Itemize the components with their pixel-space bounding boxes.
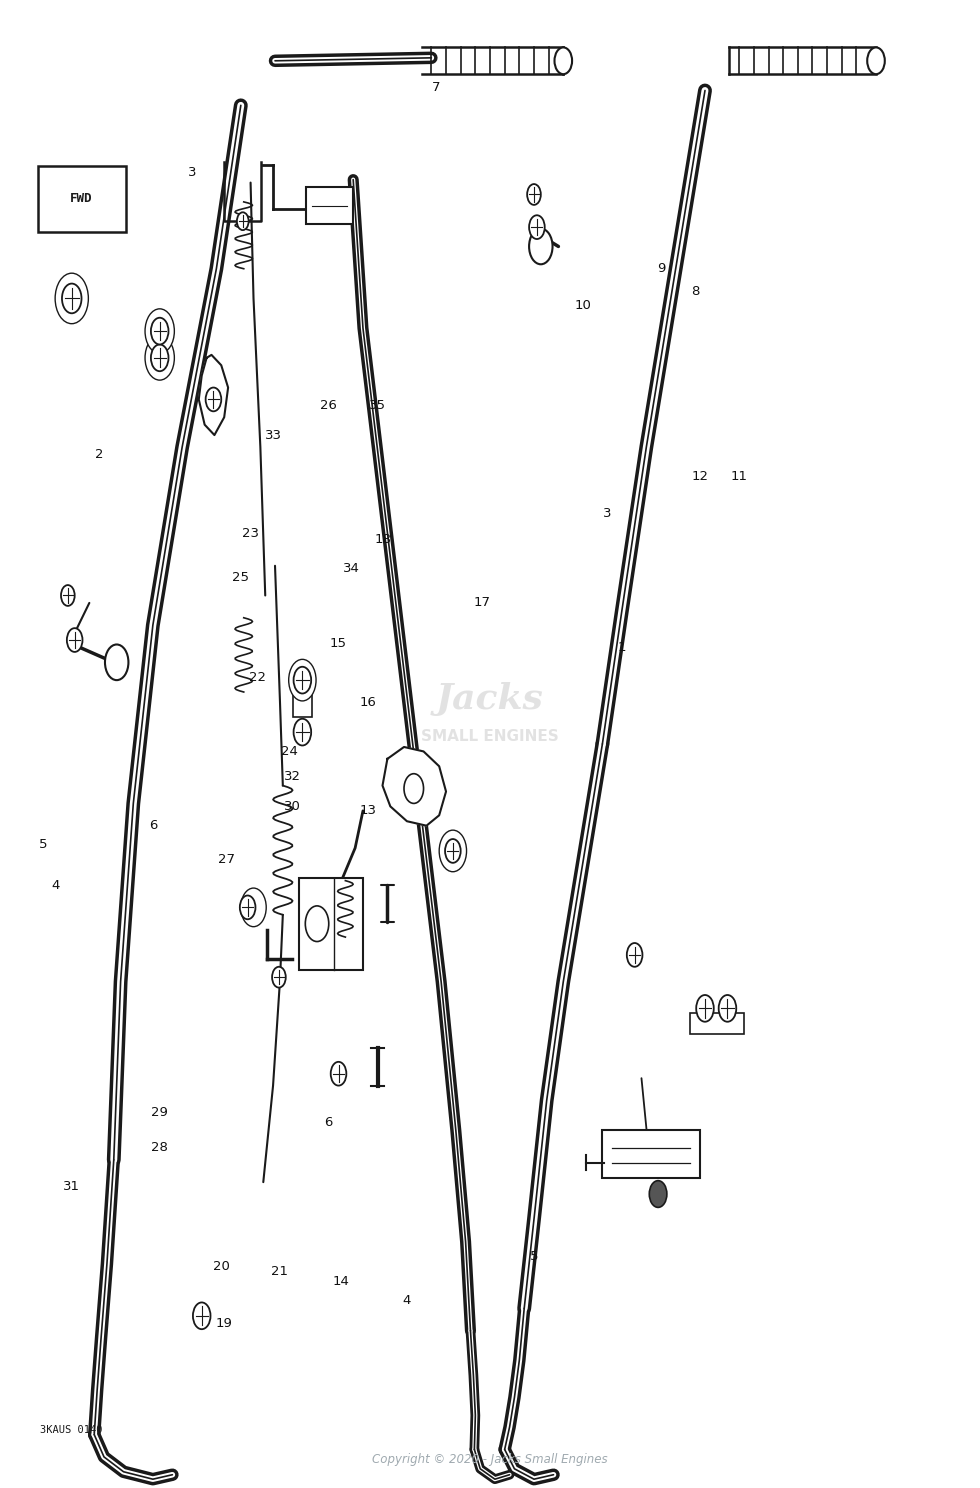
Circle shape [237,213,249,231]
Bar [603,1131,700,1177]
Circle shape [294,667,312,693]
Text: 1: 1 [617,641,626,653]
Text: 11: 11 [731,470,748,484]
Circle shape [330,1062,346,1086]
Bar [293,676,313,717]
Text: 4: 4 [403,1295,412,1308]
Text: Copyright © 2020 - Jacks Small Engines: Copyright © 2020 - Jacks Small Engines [372,1454,608,1466]
Text: 14: 14 [333,1275,350,1289]
Text: 7: 7 [432,80,440,94]
Circle shape [306,906,328,942]
Circle shape [105,644,128,680]
Circle shape [529,216,545,240]
Circle shape [404,774,423,804]
Circle shape [62,284,81,314]
Text: 18: 18 [374,533,391,546]
Text: 2: 2 [95,448,103,461]
Bar [307,187,353,225]
Text: 35: 35 [369,399,386,412]
Text: 3: 3 [188,165,196,179]
Text: 16: 16 [360,696,376,708]
Text: 31: 31 [64,1180,80,1193]
Circle shape [241,888,267,927]
Circle shape [145,310,174,353]
Text: 26: 26 [320,399,337,412]
Text: FWD: FWD [71,192,93,205]
Text: 4: 4 [51,878,60,891]
Circle shape [55,274,88,324]
Text: Jacks: Jacks [436,683,544,716]
Text: 19: 19 [216,1317,232,1330]
Text: 27: 27 [218,853,234,866]
Text: 30: 30 [284,801,301,812]
Text: 28: 28 [151,1141,169,1155]
Circle shape [718,995,736,1022]
Circle shape [445,839,461,863]
Text: 15: 15 [330,637,347,649]
Text: 13: 13 [360,805,376,817]
Text: 25: 25 [232,571,249,585]
Text: 34: 34 [343,562,360,576]
Text: 21: 21 [271,1265,288,1278]
Ellipse shape [867,48,885,74]
Text: 20: 20 [213,1260,229,1274]
Circle shape [61,585,74,606]
Circle shape [151,318,169,345]
Text: 9: 9 [657,262,665,275]
Circle shape [272,967,286,988]
Text: 3: 3 [603,507,612,521]
Circle shape [439,830,466,872]
Ellipse shape [555,48,572,74]
Text: 8: 8 [691,284,700,298]
Circle shape [145,336,174,379]
Circle shape [151,345,169,371]
Circle shape [627,943,643,967]
Text: 29: 29 [151,1106,169,1119]
Circle shape [294,719,312,745]
Circle shape [527,185,541,205]
Circle shape [67,628,82,652]
Text: 5: 5 [39,839,48,851]
Circle shape [650,1180,666,1207]
Circle shape [696,995,713,1022]
Circle shape [193,1302,211,1329]
Circle shape [529,229,553,265]
Text: 33: 33 [265,429,281,442]
Text: 24: 24 [281,745,298,757]
Bar [690,1013,744,1034]
FancyBboxPatch shape [37,167,126,232]
Text: 23: 23 [242,527,259,540]
Text: 5: 5 [530,1250,538,1263]
Circle shape [289,659,317,701]
Text: 32: 32 [284,771,301,783]
Bar [300,878,363,970]
Polygon shape [382,747,446,826]
Text: 12: 12 [692,470,709,484]
Text: SMALL ENGINES: SMALL ENGINES [421,729,559,744]
Text: 17: 17 [473,597,491,610]
Polygon shape [199,354,228,434]
Text: 22: 22 [249,671,266,683]
Text: 6: 6 [324,1116,333,1129]
Text: 6: 6 [149,820,157,832]
Circle shape [206,387,221,411]
Circle shape [240,896,256,920]
Text: 10: 10 [574,299,591,312]
Text: 3KAUS 0140: 3KAUS 0140 [40,1426,103,1434]
